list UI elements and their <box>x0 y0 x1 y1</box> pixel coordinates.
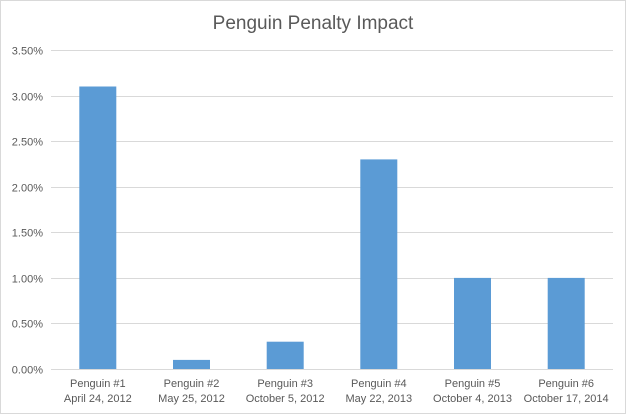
y-tick-label: 1.00% <box>12 274 43 286</box>
x-tick-label-name: Penguin #3 <box>257 378 313 390</box>
y-tick-label: 2.50% <box>12 137 43 149</box>
x-tick-label-date: May 22, 2013 <box>346 393 413 405</box>
x-tick-label-date: April 24, 2012 <box>64 393 132 405</box>
x-tick-label-date: October 4, 2013 <box>433 393 512 405</box>
bar <box>547 277 585 369</box>
y-tick-label: 3.00% <box>12 92 43 104</box>
y-tick-label: 2.00% <box>12 183 43 195</box>
chart-title: Penguin Penalty Impact <box>212 13 414 34</box>
bar <box>454 277 491 369</box>
y-tick-label: 1.50% <box>12 228 43 240</box>
x-tick-label-name: Penguin #6 <box>538 378 594 390</box>
x-tick-label-name: Penguin #4 <box>351 378 407 390</box>
x-tick-label-name: Penguin #5 <box>445 378 501 390</box>
y-tick-label: 3.50% <box>12 46 43 58</box>
x-tick-label-date: May 25, 2012 <box>158 393 225 405</box>
bar <box>79 86 117 369</box>
x-tick-label-name: Penguin #2 <box>164 378 220 390</box>
y-axis-ticks: 0.00% 0.50% 1.00% 1.50% 2.00% 2.50% 3.00% 3.50% <box>12 46 43 377</box>
x-tick-label-name: Penguin #1 <box>70 378 126 390</box>
y-tick-label: 0.00% <box>12 365 43 377</box>
bars <box>79 86 585 369</box>
y-tick-label: 0.50% <box>12 319 43 331</box>
x-axis-ticks: Penguin #1 April 24, 2012 Penguin #2 May 25… <box>64 378 609 405</box>
x-tick-label-date: October 17, 2014 <box>524 393 609 405</box>
bar <box>173 359 210 369</box>
gridlines <box>51 50 613 370</box>
bar <box>360 159 398 369</box>
x-tick-label-date: October 5, 2012 <box>246 393 325 405</box>
bar <box>266 341 304 369</box>
